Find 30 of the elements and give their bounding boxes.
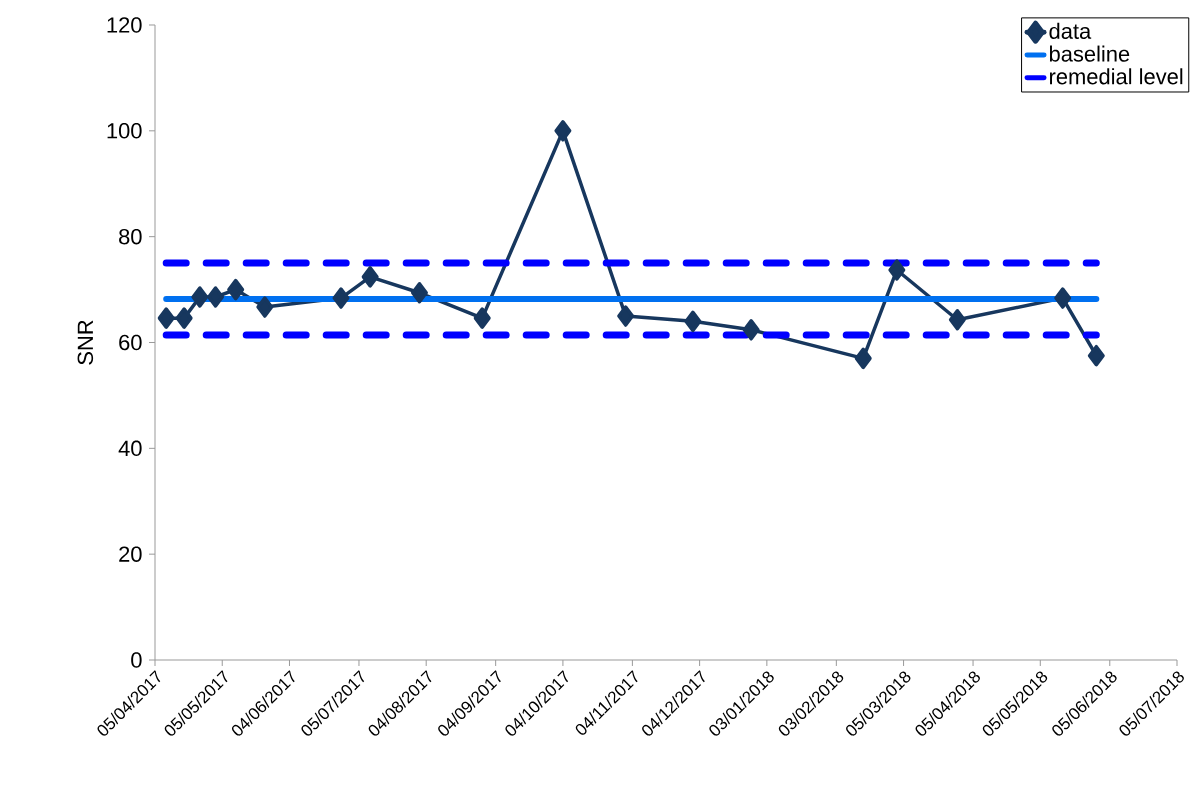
point (410, 282, 428, 304)
point (207, 286, 225, 308)
y-tick-label: 60 (119, 334, 142, 351)
legend-label: remedial level (1050, 68, 1183, 85)
point (854, 347, 872, 370)
point (554, 120, 572, 142)
y-tick-label: 20 (119, 546, 142, 562)
point (256, 296, 274, 318)
point (948, 308, 966, 331)
point (617, 305, 635, 327)
point (1054, 287, 1072, 309)
y-tick-label: 40 (118, 440, 142, 457)
point (191, 286, 209, 308)
y-tick-label: 0 (131, 652, 142, 668)
point (175, 307, 193, 329)
point (332, 287, 350, 309)
y-tick-label: 120 (107, 17, 142, 33)
y-tick-label: 80 (119, 228, 142, 245)
point (684, 310, 702, 333)
point (742, 319, 760, 341)
y-axis-title: SNR (77, 320, 94, 365)
point (227, 278, 245, 301)
legend-label: data (1049, 22, 1092, 39)
y-tick-label: 100 (107, 123, 142, 139)
legend-label: baseline (1049, 45, 1130, 62)
point (1087, 344, 1105, 367)
point (157, 307, 175, 329)
point (888, 259, 906, 281)
point (473, 307, 491, 329)
point (361, 266, 379, 288)
